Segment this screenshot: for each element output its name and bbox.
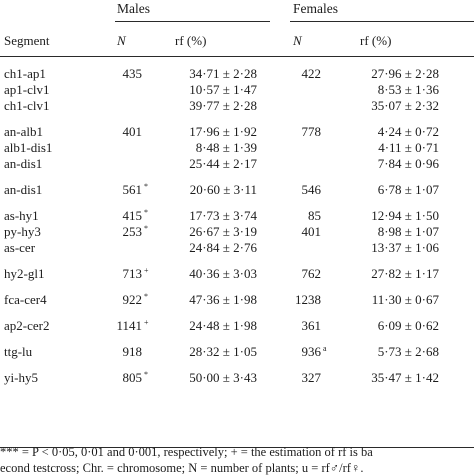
females-n-cell: 762 <box>301 266 322 281</box>
males-n-mark: + <box>144 266 149 275</box>
males-n-mark: * <box>144 370 148 379</box>
males-rf-cell: 10·57 ± 1·47 <box>189 82 257 97</box>
females-n-cell: 778 <box>301 124 322 139</box>
segment-cell: ch1-clv1 <box>4 98 50 113</box>
males-n-mark: * <box>144 292 148 301</box>
segment-cell: alb1-dis1 <box>4 140 53 155</box>
segment-cell: ap1-clv1 <box>4 82 50 97</box>
males-n-cell: 401 <box>122 124 143 139</box>
females-group-header: Females <box>293 1 338 16</box>
table-bottom-rule <box>0 447 474 448</box>
males-rf-cell: 47·36 ± 1·98 <box>189 292 257 307</box>
males-rf-cell: 24·48 ± 1·98 <box>189 318 257 333</box>
males-n-cell: 805 <box>122 370 143 385</box>
segment-cell: ch1-ap1 <box>4 66 46 81</box>
segment-cell: ttg-lu <box>4 344 33 359</box>
footnote-line-2: econd testcross; Chr. = chromosome; N = … <box>0 461 364 475</box>
males-rf-cell: 25·44 ± 2·17 <box>189 156 257 171</box>
segment-cell: yi-hy5 <box>4 370 38 385</box>
males-n-cell: 561 <box>122 182 143 197</box>
males-rf-cell: 20·60 ± 3·11 <box>189 182 257 197</box>
females-n-cell: 546 <box>301 182 322 197</box>
segment-column-header: Segment <box>4 33 50 48</box>
females-rf-cell: 7·84 ± 0·96 <box>377 156 439 171</box>
segment-cell: fca-cer4 <box>4 292 47 307</box>
segment-cell: hy2-gl1 <box>4 266 45 281</box>
females-rf-cell: 4·24 ± 0·72 <box>377 124 439 139</box>
females-rf-cell: 5·73 ± 2·68 <box>377 344 439 359</box>
males-group-header: Males <box>117 1 150 16</box>
males-rf-cell: 17·73 ± 3·74 <box>189 208 257 223</box>
females-n-column-header: N <box>293 33 302 48</box>
males-n-cell: 922 <box>122 292 143 307</box>
segment-cell: an-dis1 <box>4 156 43 171</box>
males-rf-cell: 24·84 ± 2·76 <box>189 240 257 255</box>
females-group-rule <box>290 21 474 22</box>
females-n-cell: 1238 <box>295 292 321 307</box>
females-n-mark: a <box>323 344 327 353</box>
males-group-rule <box>115 21 270 22</box>
females-n-cell: 361 <box>301 318 322 333</box>
females-rf-cell: 13·37 ± 1·06 <box>371 240 439 255</box>
males-rf-cell: 39·77 ± 2·28 <box>189 98 257 113</box>
males-n-cell: 435 <box>122 66 143 81</box>
males-rf-cell: 26·67 ± 3·19 <box>189 224 257 239</box>
females-rf-cell: 8·53 ± 1·36 <box>377 82 439 97</box>
males-n-mark: * <box>144 224 148 233</box>
males-n-cell: 253 <box>122 224 143 239</box>
females-rf-cell: 35·47 ± 1·42 <box>371 370 439 385</box>
males-rf-column-header: rf (%) <box>175 33 207 48</box>
males-rf-cell: 28·32 ± 1·05 <box>189 344 257 359</box>
segment-cell: an-dis1 <box>4 182 43 197</box>
females-n-cell: 85 <box>308 208 321 223</box>
females-rf-cell: 6·09 ± 0·62 <box>377 318 439 333</box>
segment-cell: as-hy1 <box>4 208 39 223</box>
males-n-mark: * <box>144 182 148 191</box>
males-n-column-header: N <box>117 33 126 48</box>
males-n-mark: * <box>144 208 148 217</box>
segment-cell: as-cer <box>4 240 36 255</box>
females-rf-column-header: rf (%) <box>360 33 392 48</box>
females-n-cell: 936 <box>301 344 322 359</box>
males-n-cell: 415 <box>122 208 143 223</box>
males-n-cell: 918 <box>122 344 143 359</box>
females-rf-cell: 12·94 ± 1·50 <box>371 208 439 223</box>
males-rf-cell: 40·36 ± 3·03 <box>189 266 257 281</box>
males-rf-cell: 8·48 ± 1·39 <box>195 140 257 155</box>
segment-cell: ap2-cer2 <box>4 318 50 333</box>
males-rf-cell: 17·96 ± 1·92 <box>189 124 257 139</box>
females-n-cell: 422 <box>301 66 322 81</box>
females-rf-cell: 27·82 ± 1·17 <box>371 266 439 281</box>
females-n-cell: 401 <box>301 224 322 239</box>
males-rf-cell: 34·71 ± 2·28 <box>189 66 257 81</box>
females-rf-cell: 8·98 ± 1·07 <box>377 224 439 239</box>
females-rf-cell: 11·30 ± 0·67 <box>371 292 439 307</box>
females-rf-cell: 4·11 ± 0·71 <box>378 140 439 155</box>
females-rf-cell: 27·96 ± 2·28 <box>371 66 439 81</box>
males-n-cell: 1141 <box>116 318 142 333</box>
header-rule <box>0 56 474 57</box>
females-n-cell: 327 <box>301 370 322 385</box>
segment-cell: an-alb1 <box>4 124 43 139</box>
females-rf-cell: 35·07 ± 2·32 <box>371 98 439 113</box>
males-n-cell: 713 <box>122 266 143 281</box>
footnote-line-1: *** = P < 0·05, 0·01 and 0·001, respecti… <box>0 445 373 459</box>
males-n-mark: + <box>144 318 149 327</box>
females-rf-cell: 6·78 ± 1·07 <box>377 182 439 197</box>
segment-cell: py-hy3 <box>4 224 41 239</box>
males-rf-cell: 50·00 ± 3·43 <box>189 370 257 385</box>
